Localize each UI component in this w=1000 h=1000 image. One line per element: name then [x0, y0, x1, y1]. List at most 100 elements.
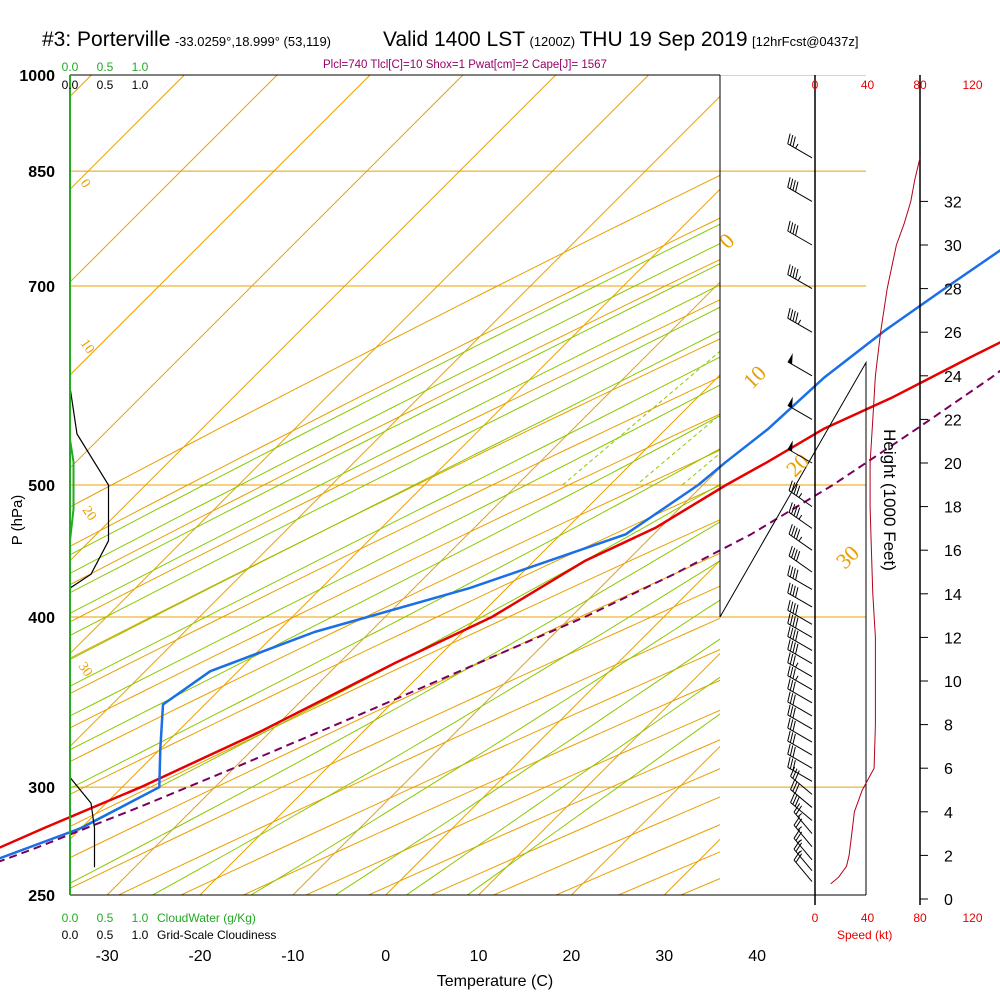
- wind-barb-tick: [795, 630, 799, 642]
- wind-barb-tick: [792, 585, 796, 596]
- cloudwater-top-tick: 0.5: [97, 60, 114, 74]
- wind-barb-staff: [787, 186, 813, 202]
- wind-barb-tick: [795, 181, 799, 193]
- dry-adiabat-label: 10: [77, 337, 97, 357]
- wind-barb-half-tick: [797, 839, 803, 844]
- y-axis-label: P (hPa): [9, 495, 26, 546]
- wind-barb-tick: [789, 745, 794, 756]
- height-tick-label: 28: [944, 282, 962, 299]
- wind-barb-staff: [788, 555, 813, 573]
- wind-barb: [790, 792, 813, 821]
- wind-barb-half-tick: [797, 319, 802, 325]
- wind-barb-tick: [787, 717, 791, 729]
- wind-barb-tick: [787, 743, 791, 755]
- wind-barb-tick: [792, 794, 798, 805]
- moist-adiabat-line: [70, 384, 720, 717]
- speed-top-tick: 40: [861, 78, 875, 92]
- forecast-run: [12hrFcst@0437z]: [752, 34, 859, 49]
- wind-barb-staff: [787, 636, 813, 651]
- wind-barb-staff: [787, 274, 813, 290]
- height-tick-label: 8: [944, 718, 953, 735]
- forecast-date: THU 19 Sep 2019: [579, 28, 748, 51]
- wind-barb: [787, 691, 813, 717]
- moist-adiabat-line: [250, 599, 720, 895]
- wind-barb: [787, 353, 813, 377]
- wind-barb-tick: [788, 524, 793, 535]
- dry-adiabat-label: 30: [75, 660, 95, 680]
- dry-adiabat-line: [70, 338, 720, 659]
- wind-barb-tick: [787, 704, 791, 716]
- x-tick-label: 20: [563, 948, 581, 965]
- height-tick-label: 14: [944, 587, 962, 604]
- wind-barb: [790, 766, 813, 795]
- wind-barb-tick: [789, 222, 794, 233]
- wind-barb-tick: [789, 309, 794, 320]
- isotherm-line: [70, 75, 557, 562]
- wind-barb-tick: [787, 565, 791, 576]
- wind-barb-staff: [787, 753, 813, 769]
- wind-barb-staff: [787, 404, 813, 420]
- wind-barb-staff: [787, 688, 813, 704]
- wind-barb-staff: [787, 649, 813, 664]
- wind-barb-tick: [789, 693, 794, 704]
- wind-barb: [787, 307, 813, 333]
- wind-barb-tick: [790, 779, 796, 790]
- wind-barb-tick: [792, 768, 798, 779]
- height-tick-label: 16: [944, 543, 962, 560]
- speed-bottom-tick: 0: [812, 911, 819, 925]
- wind-barb-tick: [787, 307, 791, 319]
- moist-adiabat-line: [70, 243, 720, 574]
- wind-barb: [788, 545, 813, 573]
- wind-barb-half-tick: [798, 493, 803, 498]
- wind-barb-tick: [795, 551, 801, 562]
- cloudwater-bottom-tick: 1.0: [132, 911, 149, 925]
- wind-barb: [787, 652, 813, 678]
- wind-barb: [787, 440, 813, 464]
- wind-barb-tick: [788, 480, 793, 491]
- wind-barb-tick: [787, 600, 791, 611]
- wind-barb-staff: [793, 848, 813, 871]
- wind-barb-tick: [789, 614, 794, 626]
- wind-barb-half-tick: [797, 850, 803, 855]
- wind-barb-tick: [789, 719, 794, 730]
- wind-barb-tick: [789, 627, 794, 639]
- x-axis-label: Temperature (C): [437, 973, 553, 990]
- wind-barb-tick: [792, 655, 796, 666]
- isotherm-line: [70, 95, 720, 748]
- cloudwater-trace: [69, 75, 75, 895]
- isotherm-line: [70, 75, 278, 283]
- mixing-ratio-line: [853, 75, 1000, 485]
- wind-barb-staff: [787, 575, 813, 590]
- cloudiness-top-tick: 0.5: [97, 78, 114, 92]
- station-title: #3: Porterville: [42, 28, 171, 51]
- height-tick-label: 6: [944, 761, 953, 778]
- moist-adiabat-line: [70, 223, 720, 556]
- wind-barb-tick: [787, 639, 791, 650]
- wind-barb-tick: [787, 691, 791, 702]
- isotherm-line: [199, 374, 720, 895]
- wind-barb-tick: [787, 582, 791, 593]
- speed-axis-label: Speed (kt): [837, 928, 892, 942]
- wind-barb: [787, 600, 813, 625]
- wind-barb-tick: [792, 733, 796, 745]
- cloudiness-bottom-tick: 0.0: [62, 928, 79, 942]
- cloudwater-top-tick: 0.0: [62, 60, 79, 74]
- wind-barb-tick: [792, 223, 796, 235]
- x-tick-label: -30: [96, 948, 119, 965]
- wind-barb-tick: [795, 853, 803, 863]
- wind-barb: [790, 779, 813, 808]
- wind-barb-half-tick: [795, 143, 799, 149]
- wind-barb-half-tick: [798, 536, 803, 542]
- height-tick-label: 26: [944, 325, 962, 342]
- wind-barb: [787, 626, 813, 651]
- x-tick-label: 30: [655, 948, 673, 965]
- valid-time: Valid 1400 LST: [383, 28, 526, 51]
- wind-barb-staff: [787, 143, 813, 159]
- y-tick-label: 500: [28, 478, 55, 495]
- speed-top-tick: 0: [812, 78, 819, 92]
- dry-adiabat-line: [70, 519, 720, 827]
- height-tick-label: 12: [944, 630, 962, 647]
- cloudiness-top-tick: 1.0: [132, 78, 149, 92]
- cloudwater-label: CloudWater (g/Kg): [157, 911, 256, 925]
- wind-barb-tick: [791, 482, 796, 493]
